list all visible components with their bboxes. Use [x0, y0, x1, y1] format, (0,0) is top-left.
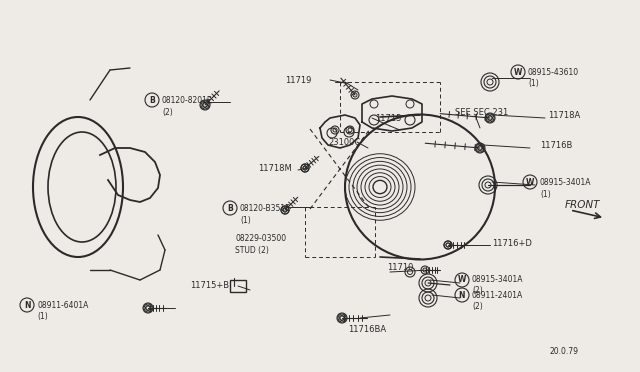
- Text: 08911-2401A: 08911-2401A: [472, 291, 524, 299]
- Text: 11716B: 11716B: [540, 141, 572, 150]
- Text: (1): (1): [240, 215, 251, 224]
- Text: W: W: [514, 67, 522, 77]
- Text: 11715+B: 11715+B: [190, 280, 229, 289]
- Text: (1): (1): [37, 312, 48, 321]
- Text: 11719: 11719: [285, 76, 312, 84]
- Text: 23100C: 23100C: [328, 138, 360, 147]
- Text: (1): (1): [540, 189, 551, 199]
- Text: N: N: [459, 291, 465, 299]
- Text: 08120-8201E: 08120-8201E: [162, 96, 212, 105]
- Text: 11716+D: 11716+D: [492, 238, 532, 247]
- Text: (2): (2): [472, 302, 483, 311]
- Text: 11716BA: 11716BA: [348, 326, 386, 334]
- Text: 08229-03500: 08229-03500: [235, 234, 286, 243]
- Text: 11718M: 11718M: [258, 164, 292, 173]
- Text: 20.0.79: 20.0.79: [550, 347, 579, 356]
- Text: N: N: [24, 301, 30, 310]
- Text: (1): (1): [528, 78, 539, 87]
- Text: 08911-6401A: 08911-6401A: [37, 301, 88, 310]
- Text: FRONT: FRONT: [565, 200, 600, 210]
- Text: STUD (2): STUD (2): [235, 246, 269, 254]
- Text: W: W: [526, 177, 534, 186]
- Text: B: B: [227, 203, 233, 212]
- Text: 11710: 11710: [387, 263, 413, 273]
- Text: 08915-43610: 08915-43610: [528, 67, 579, 77]
- Text: 11718A: 11718A: [548, 110, 580, 119]
- Text: W: W: [458, 276, 466, 285]
- Text: (2): (2): [472, 286, 483, 295]
- Text: B: B: [149, 96, 155, 105]
- Text: 11715: 11715: [375, 113, 401, 122]
- Text: (2): (2): [162, 108, 173, 116]
- Text: 08915-3401A: 08915-3401A: [540, 177, 591, 186]
- Text: 08915-3401A: 08915-3401A: [472, 276, 524, 285]
- Text: SEE SEC.231: SEE SEC.231: [455, 108, 508, 116]
- Text: 08120-B351E: 08120-B351E: [240, 203, 291, 212]
